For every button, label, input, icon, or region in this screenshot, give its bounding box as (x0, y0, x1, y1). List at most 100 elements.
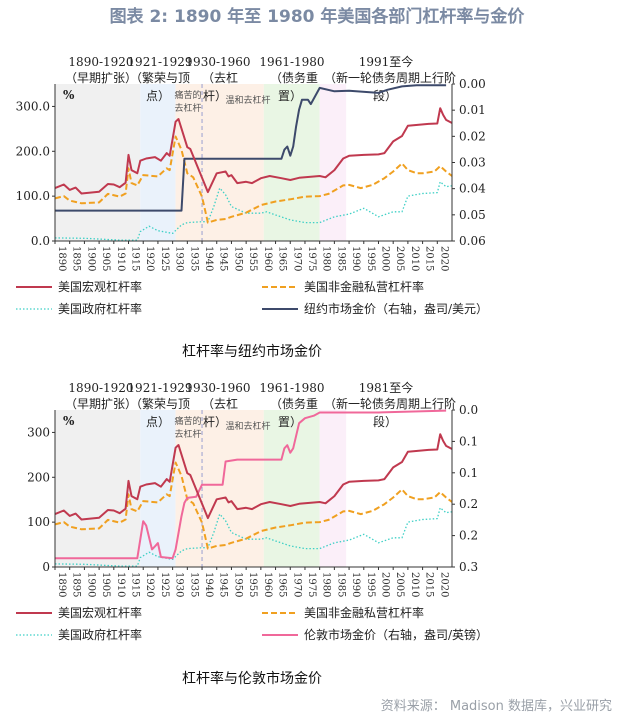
unit-label: % (63, 414, 75, 428)
x-tick-label: 1935 (188, 572, 199, 597)
x-tick-label: 1955 (247, 246, 258, 271)
y2-tick-label: 0.01 (459, 103, 486, 117)
legend-label: 美国宏观杠杆率 (58, 605, 142, 620)
x-tick-label: 1925 (159, 246, 170, 271)
annotation: 去杠杆 (174, 428, 201, 440)
series-line-nonfin (54, 135, 453, 224)
period-band (55, 84, 141, 241)
x-tick-label: 1920 (144, 572, 155, 597)
period-desc: 置） (278, 89, 302, 103)
x-tick-label: 1980 (321, 572, 332, 597)
period-band (263, 410, 320, 567)
period-band (55, 410, 141, 567)
y2-tick-label: 0.3 (459, 560, 478, 574)
series-line-macro (54, 433, 453, 521)
x-tick-label: 1935 (188, 246, 199, 271)
annotation: 痛苦的 (174, 89, 201, 101)
period-desc: （新一轮债务周期上行阶 (324, 396, 456, 411)
y-tick-label: 200 (27, 470, 50, 484)
x-tick-label: 1915 (130, 246, 141, 271)
y2-tick-label: 0.0 (459, 403, 478, 417)
chart-title: 杠杆率与纽约市场金价 (182, 343, 322, 360)
x-tick-label: 1895 (71, 246, 82, 271)
period-label: 1961-1980 (259, 55, 324, 69)
x-tick-label: 1945 (218, 246, 229, 271)
x-tick-label: 2000 (379, 572, 390, 597)
period-band (319, 410, 347, 567)
y2-tick-label: 0.2 (459, 497, 478, 511)
annotation: 痛苦的 (174, 415, 201, 427)
period-band (319, 84, 347, 241)
period-label: 1930-1960 (185, 55, 250, 69)
legend-label: 美国非金融私营杠杆率 (304, 605, 424, 620)
period-label: 1921-1929 (127, 381, 192, 395)
x-tick-label: 1905 (100, 572, 111, 597)
x-tick-label: 1985 (335, 246, 346, 271)
period-desc: （债务重 (270, 396, 318, 411)
x-tick-label: 1960 (262, 246, 273, 271)
annotation: 温和去杠杆 (225, 420, 270, 432)
x-tick-label: 1965 (277, 572, 288, 597)
y2-tick-label: 0.03 (459, 156, 486, 170)
x-tick-label: 1995 (365, 572, 376, 597)
series-line-macro (54, 107, 453, 195)
x-tick-label: 1965 (277, 246, 288, 271)
y2-tick-label: 0.1 (459, 434, 478, 448)
period-label: 1981至今 (359, 380, 414, 395)
x-tick-label: 1950 (232, 572, 243, 597)
x-tick-label: 1950 (232, 246, 243, 271)
x-tick-label: 1920 (144, 246, 155, 271)
x-tick-label: 1905 (100, 246, 111, 271)
x-tick-label: 1895 (71, 572, 82, 597)
legend-label: 美国政府杠杆率 (58, 301, 142, 316)
series-line-gold (55, 409, 447, 560)
y2-tick-label: 0.2 (459, 529, 478, 543)
x-tick-label: 1910 (115, 246, 126, 271)
period-desc: （去杠 (202, 70, 238, 85)
x-tick-label: 1970 (291, 572, 302, 597)
x-tick-label: 1995 (365, 246, 376, 271)
y-tick-label: 0.0 (31, 234, 50, 248)
x-tick-label: 1910 (115, 572, 126, 597)
x-tick-label: 1960 (262, 572, 273, 597)
legend-label: 美国政府杠杆率 (58, 627, 142, 642)
period-desc: 杆） (203, 89, 227, 103)
figure-title: 图表 2: 1890 年至 1980 年美国各部门杠杆率与金价 (110, 6, 526, 27)
period-desc: （繁荣与顶 (130, 396, 190, 411)
y-tick-label: 200.0 (16, 144, 50, 158)
source-note: 资料来源： Madison 数据库，兴业研究 (381, 698, 612, 714)
series-line-nonfin (54, 461, 453, 550)
period-desc: （繁荣与顶 (130, 70, 190, 85)
period-band (175, 410, 264, 567)
x-tick-label: 1930 (174, 246, 185, 271)
y2-tick-label: 0.02 (459, 129, 486, 143)
y-tick-label: 100 (27, 515, 50, 529)
x-tick-label: 1900 (85, 246, 96, 271)
y-tick-label: 100.0 (16, 189, 50, 203)
x-tick-label: 1970 (291, 246, 302, 271)
x-tick-label: 1900 (85, 572, 96, 597)
x-tick-label: 1930 (174, 572, 185, 597)
period-desc: 置） (278, 415, 302, 429)
y-tick-label: 0 (42, 560, 50, 574)
series-line-gold (55, 84, 447, 212)
x-tick-label: 1955 (247, 572, 258, 597)
x-tick-label: 2010 (409, 572, 420, 597)
period-band (175, 84, 264, 241)
annotation: 温和去杠杆 (225, 94, 270, 106)
x-tick-label: 1975 (306, 246, 317, 271)
period-desc: （去杠 (202, 396, 238, 411)
chart-title: 杠杆率与伦敦市场金价 (182, 670, 322, 687)
x-tick-label: 1940 (203, 246, 214, 271)
y-tick-label: 300.0 (16, 99, 50, 113)
y-tick-label: 300 (27, 425, 50, 439)
x-tick-label: 2005 (394, 572, 405, 597)
y2-tick-label: 0.1 (459, 466, 478, 480)
x-tick-label: 1890 (56, 572, 67, 597)
period-desc: （债务重 (270, 70, 318, 85)
period-desc: （新一轮债务周期上行阶 (324, 70, 456, 85)
